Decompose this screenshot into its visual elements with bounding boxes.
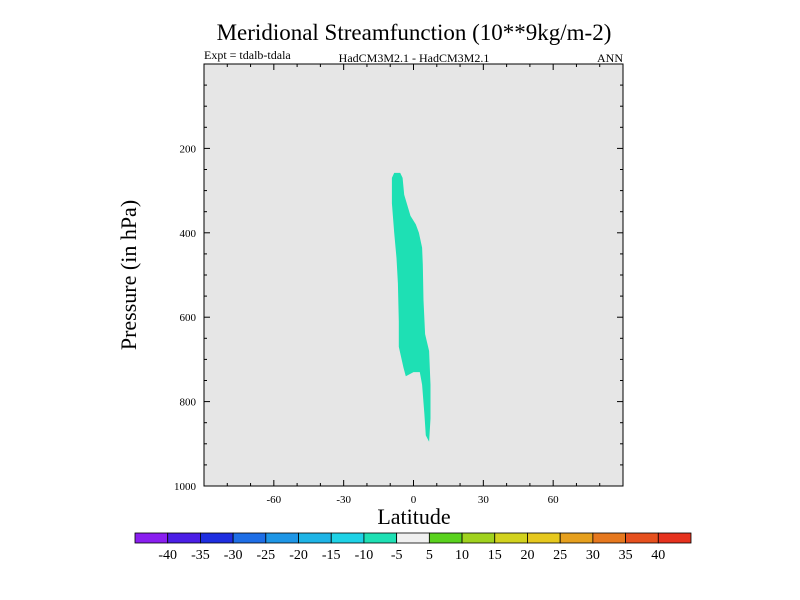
colorbar-label: -35	[191, 548, 210, 563]
model-label: HadCM3M2.1 - HadCM3M2.1	[339, 51, 490, 65]
contour-region	[391, 172, 431, 442]
y-tick-label: 600	[180, 312, 197, 324]
colorbar-swatch	[494, 532, 528, 544]
colorbar-swatch	[298, 532, 332, 544]
colorbar-swatch	[396, 532, 430, 544]
colorbar-swatch	[592, 532, 626, 544]
colorbar-label: -25	[256, 548, 275, 563]
y-tick-labels: 200 400 600 800 1000	[174, 143, 197, 493]
colorbar-swatch	[232, 532, 267, 544]
colorbar-swatch	[265, 532, 299, 544]
x-tick-label: 60	[548, 494, 560, 506]
colorbar-label: 20	[520, 548, 534, 563]
colorbar-swatch	[200, 532, 234, 544]
x-tick-label: -60	[266, 494, 281, 506]
colorbar-label: -40	[158, 548, 177, 563]
colorbar-labels: -40 -35 -30 -25 -20 -15 -10 -5 5 10 15 20 25 30 35 40	[158, 548, 665, 563]
x-tick-labels: -60 -30 0 30 60	[266, 494, 559, 506]
y-tick-label: 800	[180, 397, 197, 409]
colorbar-swatch	[363, 532, 398, 544]
experiment-label: Expt = tdalb-tdala	[204, 48, 291, 62]
season-label: ANN	[597, 51, 623, 65]
colorbar-swatch	[657, 532, 692, 544]
colorbar-label: -15	[322, 548, 341, 563]
colorbar-swatch	[134, 532, 169, 544]
colorbar-swatch	[167, 532, 201, 544]
colorbar-swatch	[330, 532, 365, 544]
x-axis-label: Latitude	[377, 504, 450, 529]
x-tick-label: 30	[478, 494, 490, 506]
colorbar-label: 10	[455, 548, 469, 563]
colorbar-label: 35	[619, 548, 633, 563]
chart-title: Meridional Streamfunction (10**9kg/m-2)	[217, 20, 612, 45]
y-tick-label: 1000	[174, 481, 197, 493]
colorbar-swatch	[461, 532, 496, 544]
colorbar-label: -20	[289, 548, 308, 563]
plot-frame	[203, 63, 624, 487]
contour-regions	[391, 172, 431, 442]
colorbar-swatch	[527, 532, 561, 544]
y-axis-label: Pressure (in hPa)	[116, 200, 141, 350]
colorbar-label: -30	[224, 548, 243, 563]
colorbar-label: -10	[355, 548, 374, 563]
colorbar-label: -5	[391, 548, 403, 563]
colorbar-label: 5	[426, 548, 433, 563]
colorbar-label: 25	[553, 548, 567, 563]
colorbar-label: 40	[651, 548, 665, 563]
y-tick-label: 200	[180, 143, 197, 155]
colorbar	[134, 532, 692, 544]
colorbar-swatch	[625, 532, 659, 544]
colorbar-label: 15	[488, 548, 502, 563]
colorbar-swatch	[559, 532, 594, 544]
x-tick-label: -30	[336, 494, 351, 506]
colorbar-label: 30	[586, 548, 600, 563]
colorbar-swatch	[428, 532, 463, 544]
y-tick-label: 400	[180, 228, 197, 240]
x-tick-label: 0	[411, 494, 417, 506]
